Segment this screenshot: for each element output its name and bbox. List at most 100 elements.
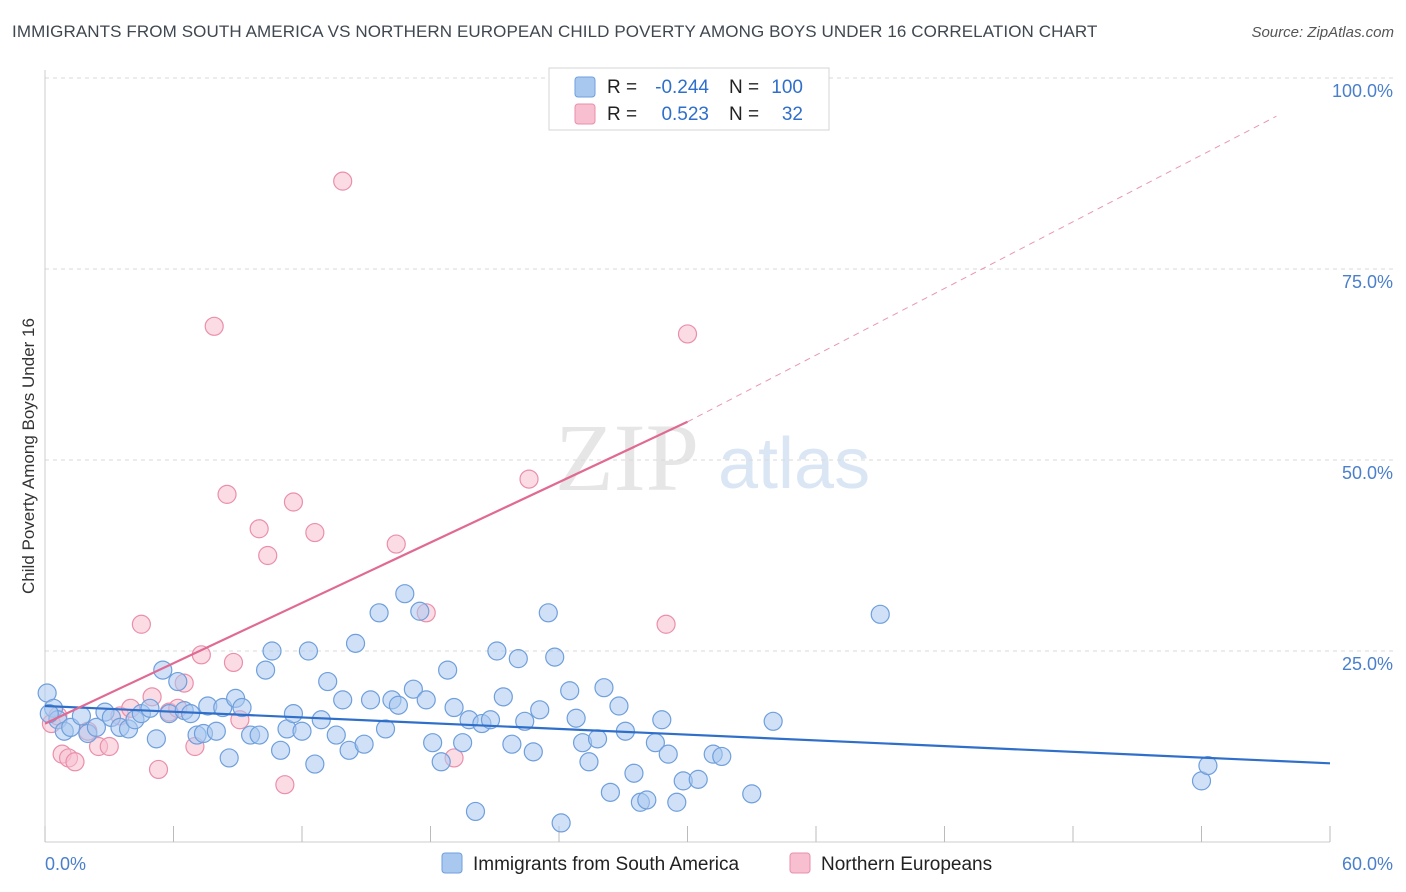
source-credit: Source: ZipAtlas.com [1251,24,1394,41]
data-point [258,545,278,566]
x-tick-marks [44,826,1331,842]
data-point [656,614,676,634]
data-point [487,641,507,661]
data-point [292,721,312,741]
data-point [579,752,599,772]
data-point [275,775,295,795]
data-point [423,733,443,753]
data-point [140,698,160,718]
data-point [360,690,381,710]
data-point [219,748,239,768]
data-point [545,647,565,667]
data-point [345,633,366,653]
y-tick-label-75: 75.0% [1342,272,1393,292]
x-tick-label-start: 0.0% [45,854,86,874]
data-point [566,708,586,728]
data-point [131,614,151,634]
correlation-legend: R = -0.244 N = 100 R = 0.523 N = 32 [548,67,830,131]
data-point [667,792,687,812]
data-point [223,652,244,673]
data-point [587,729,608,749]
south-america-points [37,584,1218,833]
data-point [311,710,331,730]
data-point [523,742,543,762]
legend-n-value-1: 100 [771,77,803,98]
bottom-legend-label-blue: Immigrants from South America [473,854,740,875]
y-axis-title: Child Poverty Among Boys Under 16 [19,318,38,594]
data-point [637,790,657,810]
data-point [538,603,558,623]
data-point [742,784,762,804]
data-point [560,681,580,701]
data-point [431,752,451,772]
data-point [395,584,415,604]
data-point [99,736,119,757]
legend-n-value-2: 32 [782,104,803,125]
data-point [255,660,276,680]
data-point [333,171,353,191]
y-tick-labels: 25.0% 50.0% 75.0% 100.0% [1332,81,1393,674]
trendline-northern-europeans-extension [687,115,1277,423]
bottom-legend-swatch-blue [441,852,463,874]
watermark-atlas: atlas [718,424,870,504]
data-point [65,752,85,772]
y-tick-label-25: 25.0% [1342,654,1393,674]
data-point [386,534,406,554]
data-point [232,697,252,718]
data-point [410,601,430,621]
chart-title: IMMIGRANTS FROM SOUTH AMERICA VS NORTHER… [12,22,1098,41]
data-point [262,641,282,661]
data-point [453,733,473,753]
legend-n-label-2: N = [729,104,759,125]
trendline-south-america [44,704,1331,765]
data-point [403,679,423,699]
data-point [326,725,346,745]
data-point [375,719,396,739]
data-point [519,469,539,489]
data-point [298,641,319,661]
data-point [148,759,169,780]
data-point [318,671,338,692]
data-point [444,697,464,718]
legend-box [548,67,830,131]
data-point [493,687,513,707]
data-point [305,522,325,543]
data-point [369,603,389,623]
data-point [388,695,408,715]
data-point [502,734,522,754]
trendline-northern-europeans [44,420,688,725]
data-point [86,717,107,738]
grid-lines [45,77,1393,652]
legend-r-value-1: -0.244 [655,77,709,98]
watermark-zip: ZIP [555,404,699,511]
legend-swatch-blue [574,76,596,98]
data-point [688,769,708,789]
bottom-legend-swatch-pink [789,852,811,874]
data-point [658,744,678,764]
data-point [465,801,486,822]
legend-r-label-1: R = [607,77,637,98]
data-point [416,690,436,710]
legend-swatch-pink [574,103,596,125]
data-point [217,484,237,504]
bottom-legend-label-pink: Northern Europeans [821,854,992,875]
data-point [249,519,269,539]
data-point [551,813,571,833]
data-point [438,660,458,680]
legend-n-label-1: N = [729,77,759,98]
data-point [480,710,501,730]
data-point [283,704,304,724]
data-point [530,700,550,720]
y-tick-label-50: 50.0% [1342,463,1393,483]
data-point [191,645,211,665]
data-point [204,316,224,336]
data-point [624,763,644,783]
data-point [305,754,325,774]
data-point [870,604,890,624]
series-legend: Immigrants from South America Northern E… [441,852,992,875]
data-point [146,729,166,749]
legend-r-label-2: R = [607,104,637,125]
data-point [354,734,374,754]
data-point [333,690,353,710]
data-point [249,725,269,745]
